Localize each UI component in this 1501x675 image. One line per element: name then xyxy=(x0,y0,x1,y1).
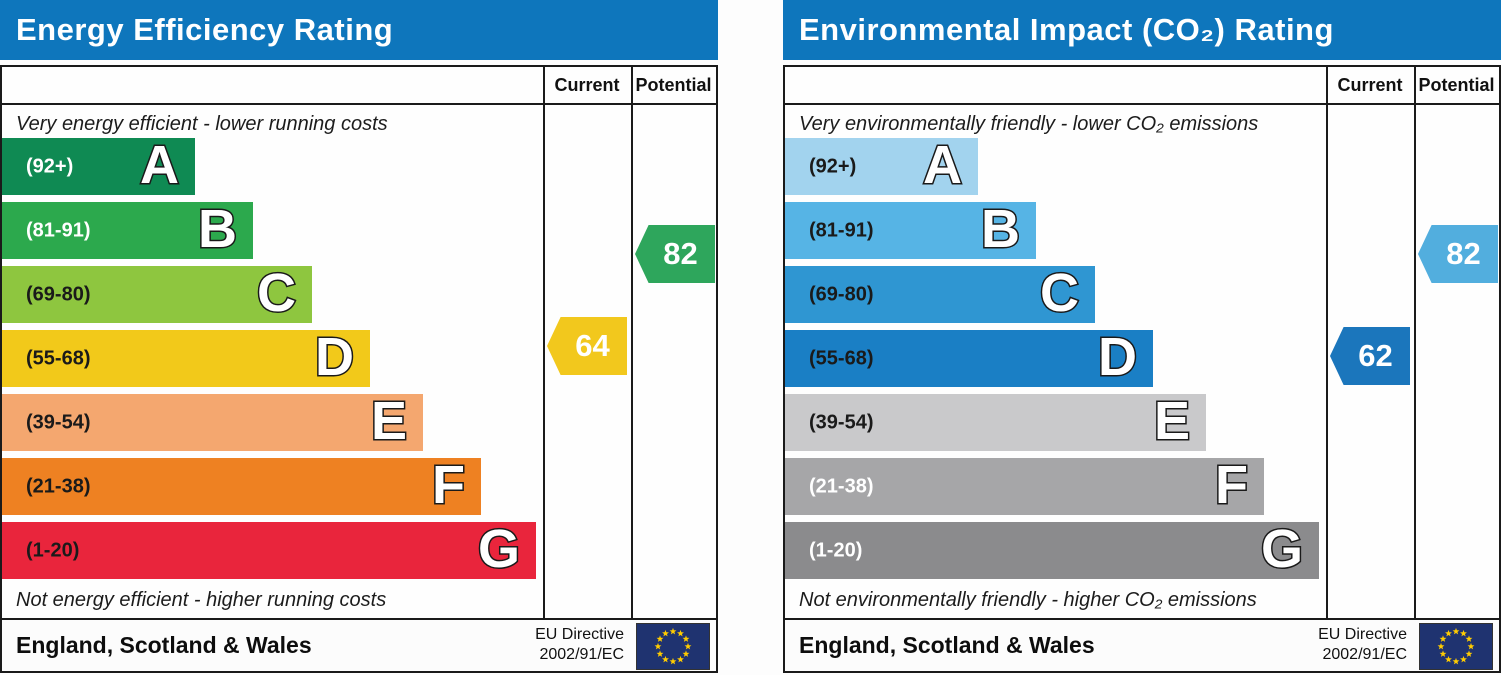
band-letter: B xyxy=(980,198,1022,259)
eu-directive-line1: EU Directive xyxy=(1318,626,1407,643)
eu-directive-label: EU Directive 2002/91/EC xyxy=(1318,625,1407,665)
bottom-caption: Not environmentally friendly - higher CO… xyxy=(799,589,1257,611)
current-rating-arrow: 62 xyxy=(1330,327,1410,385)
top-caption: Very energy efficient - lower running co… xyxy=(16,113,388,135)
band-range-label: (21-38) xyxy=(809,475,874,497)
column-divider xyxy=(1414,67,1416,618)
band-range-label: (55-68) xyxy=(809,347,874,369)
region-label: England, Scotland & Wales xyxy=(16,632,312,658)
band-letter: E xyxy=(369,390,408,451)
current-rating-arrow: 64 xyxy=(547,317,627,375)
chart-title: Energy Efficiency Rating xyxy=(16,12,394,47)
table-footer-row: England, Scotland & Wales EU Directive 2… xyxy=(2,618,716,671)
band-d: (55-68) D xyxy=(785,326,1153,387)
table-header-row: Current Potential xyxy=(2,67,716,105)
band-f: (21-38) F xyxy=(2,454,481,515)
band-letter: E xyxy=(1152,390,1191,451)
band-a: (92+) A xyxy=(2,134,195,195)
band-range-label: (21-38) xyxy=(26,475,91,497)
energy-efficiency-rating-chart: Energy Efficiency Rating Current Potenti… xyxy=(0,0,718,675)
band-range-label: (81-91) xyxy=(26,219,91,241)
band-b: (81-91) B xyxy=(785,198,1036,259)
band-letter: C xyxy=(1039,262,1081,323)
rating-scale: Very energy efficient - lower running co… xyxy=(2,105,716,618)
band-letter: G xyxy=(1259,518,1304,579)
band-letter: B xyxy=(197,198,239,259)
current-rating-value: 62 xyxy=(1358,338,1393,373)
eu-directive-label: EU Directive 2002/91/EC xyxy=(535,625,624,665)
potential-rating-value: 82 xyxy=(1446,236,1481,271)
band-letter: A xyxy=(139,134,181,195)
band-letter: D xyxy=(1097,326,1139,387)
band-letter: G xyxy=(476,518,521,579)
eu-flag-icon xyxy=(1419,623,1493,670)
top-caption: Very environmentally friendly - lower CO… xyxy=(799,113,1259,135)
rating-scale: Very environmentally friendly - lower CO… xyxy=(785,105,1499,618)
band-c: (69-80) C xyxy=(2,262,312,323)
column-divider xyxy=(543,67,545,618)
environmental-impact-rating-chart: Environmental Impact (CO₂) Rating Curren… xyxy=(783,0,1501,675)
band-f: (21-38) F xyxy=(785,454,1264,515)
current-column-header: Current xyxy=(1337,74,1403,95)
band-range-label: (69-80) xyxy=(26,283,91,305)
band-range-label: (81-91) xyxy=(809,219,874,241)
band-range-label: (69-80) xyxy=(809,283,874,305)
potential-column-header: Potential xyxy=(1418,74,1495,95)
eu-directive-line1: EU Directive xyxy=(535,626,624,643)
chart-title-bar: Environmental Impact (CO₂) Rating xyxy=(783,0,1501,60)
chart-title-bar: Energy Efficiency Rating xyxy=(0,0,718,60)
band-letter: A xyxy=(922,134,964,195)
potential-rating-value: 82 xyxy=(663,236,698,271)
band-d: (55-68) D xyxy=(2,326,370,387)
band-g: (1-20) G xyxy=(785,518,1319,579)
chart-title: Environmental Impact (CO₂) Rating xyxy=(799,12,1334,47)
bottom-caption: Not energy efficient - higher running co… xyxy=(16,589,387,611)
band-range-label: (55-68) xyxy=(26,347,91,369)
band-range-label: (1-20) xyxy=(26,539,80,561)
band-letter: C xyxy=(256,262,298,323)
rating-table: Current Potential Very environmentally f… xyxy=(783,65,1501,673)
band-b: (81-91) B xyxy=(2,198,253,259)
region-label: England, Scotland & Wales xyxy=(799,632,1095,658)
current-column-header: Current xyxy=(554,74,620,95)
table-header-row: Current Potential xyxy=(785,67,1499,105)
band-range-label: (39-54) xyxy=(809,411,874,433)
eu-directive-line2: 2002/91/EC xyxy=(1322,646,1407,663)
potential-column-header: Potential xyxy=(635,74,712,95)
rating-table: Current Potential Very energy efficient … xyxy=(0,65,718,673)
band-range-label: (1-20) xyxy=(809,539,863,561)
band-a: (92+) A xyxy=(785,134,978,195)
band-g: (1-20) G xyxy=(2,518,536,579)
band-e: (39-54) E xyxy=(2,390,423,451)
band-range-label: (92+) xyxy=(809,155,857,177)
band-e: (39-54) E xyxy=(785,390,1206,451)
band-c: (69-80) C xyxy=(785,262,1095,323)
potential-rating-arrow: 82 xyxy=(1418,225,1498,283)
band-range-label: (39-54) xyxy=(26,411,91,433)
potential-rating-arrow: 82 xyxy=(635,225,715,283)
band-range-label: (92+) xyxy=(26,155,74,177)
table-footer-row: England, Scotland & Wales EU Directive 2… xyxy=(785,618,1499,671)
band-letter: D xyxy=(314,326,356,387)
eu-directive-line2: 2002/91/EC xyxy=(539,646,624,663)
band-letter: F xyxy=(431,454,467,515)
column-divider xyxy=(631,67,633,618)
column-divider xyxy=(1326,67,1328,618)
band-letter: F xyxy=(1214,454,1250,515)
eu-flag-icon xyxy=(636,623,710,670)
current-rating-value: 64 xyxy=(575,328,610,363)
